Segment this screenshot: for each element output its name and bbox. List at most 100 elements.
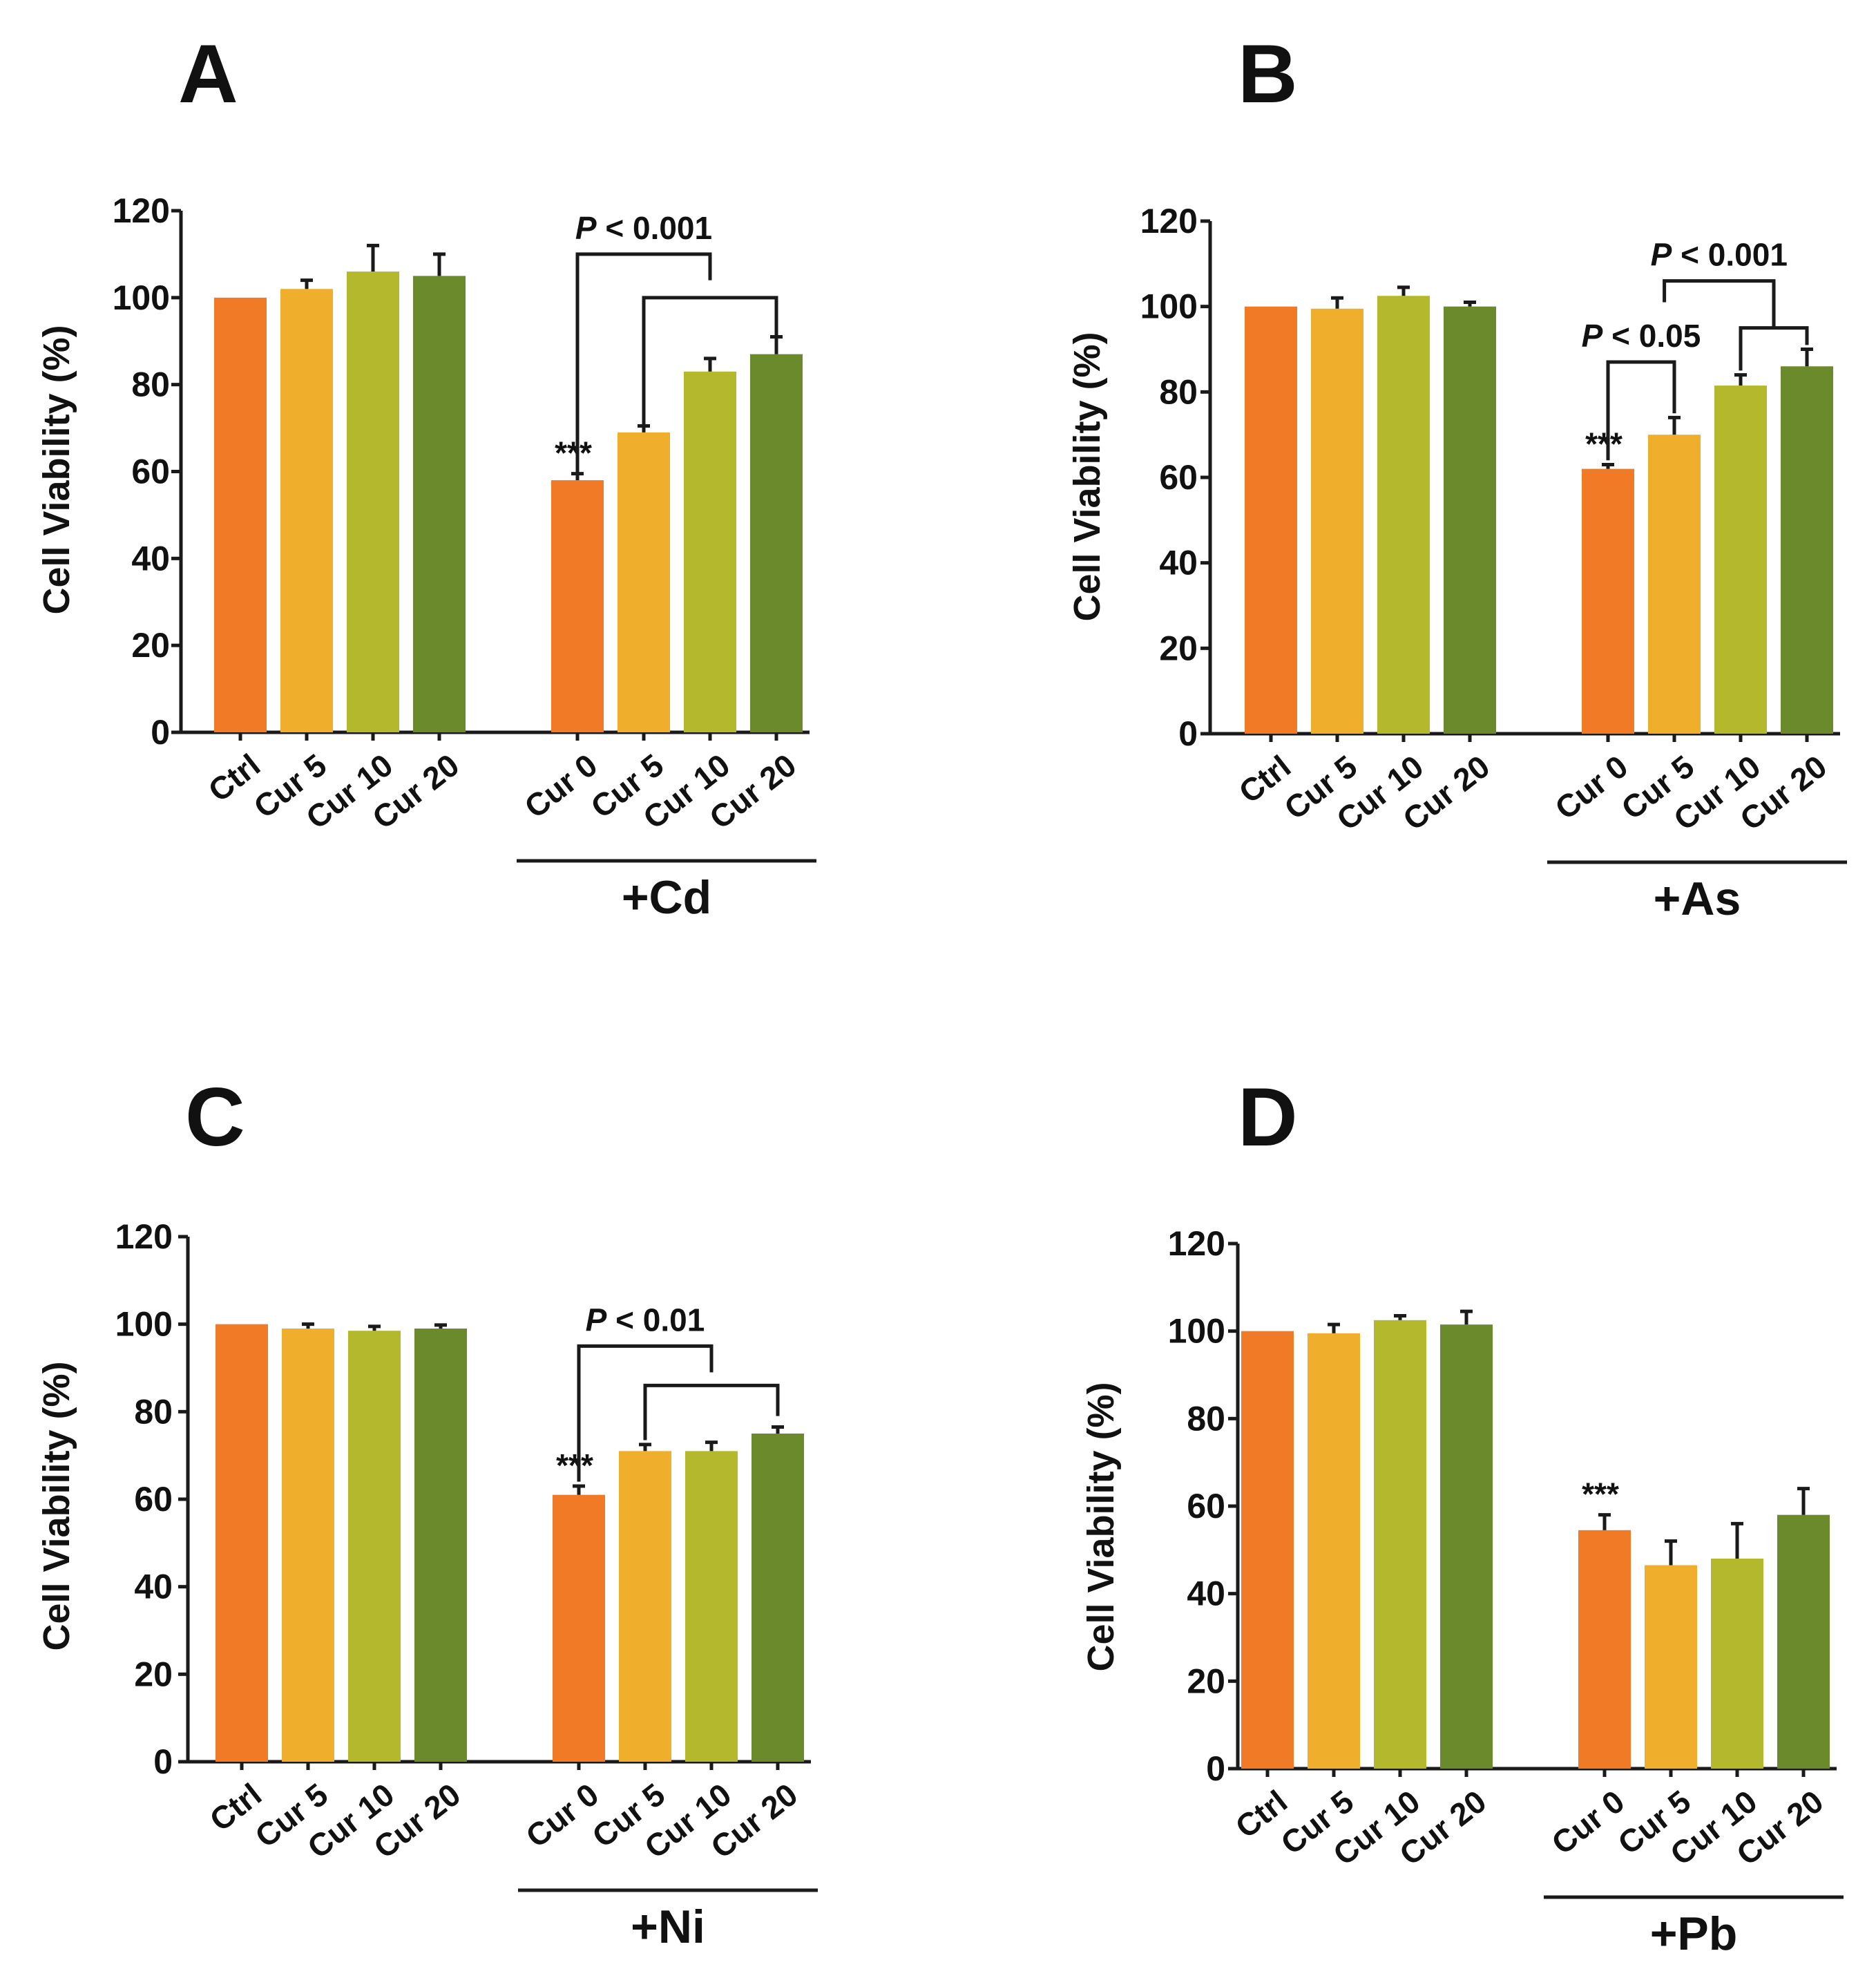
y-tick-label: 60 bbox=[134, 1480, 173, 1519]
bar bbox=[1444, 306, 1496, 734]
bar bbox=[1440, 1324, 1493, 1769]
y-tick-label: 40 bbox=[131, 539, 170, 578]
y-tick-label: 60 bbox=[1187, 1487, 1225, 1525]
bar bbox=[1311, 308, 1363, 734]
bar bbox=[1711, 1559, 1763, 1769]
significance-bracket bbox=[642, 296, 778, 426]
y-tick-label: 40 bbox=[1159, 544, 1198, 582]
bar bbox=[685, 1451, 738, 1762]
bar bbox=[348, 1331, 401, 1762]
bar bbox=[1245, 306, 1297, 734]
bar bbox=[1374, 1320, 1426, 1769]
panel-letter-b: B bbox=[1238, 28, 1298, 120]
panel-letter-d: D bbox=[1238, 1071, 1298, 1163]
bar bbox=[214, 297, 267, 732]
y-tick-label: 20 bbox=[134, 1655, 173, 1693]
y-tick-label: 60 bbox=[131, 453, 170, 491]
y-axis-label-a: Cell Viability (%) bbox=[36, 325, 77, 614]
y-tick-label: 40 bbox=[1187, 1575, 1225, 1613]
y-tick-label: 20 bbox=[1159, 629, 1198, 667]
y-axis-label-d: Cell Viability (%) bbox=[1080, 1382, 1122, 1671]
group-label: +Ni bbox=[631, 1901, 705, 1953]
y-tick-label: 100 bbox=[115, 1305, 173, 1344]
y-tick-label: 0 bbox=[1206, 1749, 1225, 1788]
x-tick-label: Cur 0 bbox=[519, 1776, 605, 1854]
bar bbox=[216, 1324, 268, 1762]
panel-b: B Cell Viability (%) 020406080100120Ctrl… bbox=[1066, 28, 1847, 925]
y-tick-label: 80 bbox=[134, 1392, 173, 1431]
y-tick-label: 80 bbox=[1159, 372, 1198, 411]
y-tick-label: 100 bbox=[1168, 1312, 1225, 1351]
bar bbox=[752, 1434, 804, 1762]
bar bbox=[619, 1451, 671, 1762]
y-tick-label: 120 bbox=[115, 1217, 173, 1256]
bar bbox=[1645, 1565, 1697, 1769]
y-tick-label: 0 bbox=[151, 713, 170, 752]
bar bbox=[553, 1494, 605, 1762]
significance-bracket bbox=[575, 252, 712, 474]
bar bbox=[551, 480, 604, 732]
y-tick-label: 120 bbox=[113, 191, 170, 230]
significance-bracket bbox=[1663, 279, 1776, 328]
significance-label: P < 0.01 bbox=[586, 1302, 705, 1338]
x-tick-label: Cur 0 bbox=[517, 747, 604, 825]
bar bbox=[1241, 1331, 1294, 1769]
significance-label: P < 0.05 bbox=[1582, 318, 1701, 354]
bar bbox=[1582, 468, 1634, 734]
y-tick-label: 40 bbox=[134, 1568, 173, 1606]
bar bbox=[750, 354, 803, 732]
y-tick-label: 60 bbox=[1159, 458, 1198, 497]
bar bbox=[1578, 1530, 1631, 1769]
y-axis-label-b: Cell Viability (%) bbox=[1066, 332, 1108, 621]
bar bbox=[1714, 386, 1767, 734]
group-label: +Cd bbox=[622, 871, 711, 924]
y-tick-label: 20 bbox=[131, 626, 170, 665]
significance-bracket bbox=[577, 1344, 714, 1482]
bar bbox=[1308, 1333, 1360, 1769]
bar bbox=[282, 1329, 334, 1762]
panel-a: A Cell Viability (%) 020406080100120Ctrl… bbox=[36, 28, 816, 924]
y-tick-label: 100 bbox=[1140, 287, 1198, 326]
y-tick-label: 0 bbox=[153, 1742, 173, 1781]
y-axis-label-c: Cell Viability (%) bbox=[36, 1361, 77, 1651]
y-tick-label: 120 bbox=[1140, 202, 1198, 240]
panel-d: D Cell Viability (%) 020406080100120Ctrl… bbox=[1080, 1071, 1844, 1960]
significance-stars: *** bbox=[555, 435, 592, 471]
y-tick-label: 80 bbox=[1187, 1399, 1225, 1438]
significance-stars: *** bbox=[1585, 426, 1623, 462]
significance-label: P < 0.001 bbox=[575, 210, 712, 246]
bar bbox=[280, 289, 333, 732]
bar bbox=[1777, 1514, 1830, 1769]
y-tick-label: 0 bbox=[1178, 714, 1198, 753]
bar bbox=[1377, 296, 1430, 734]
x-tick-label: Cur 0 bbox=[1544, 1783, 1631, 1861]
y-tick-label: 20 bbox=[1187, 1662, 1225, 1700]
bar bbox=[1781, 366, 1833, 734]
bar bbox=[1648, 435, 1701, 734]
bar bbox=[347, 272, 399, 732]
significance-stars: *** bbox=[556, 1447, 593, 1483]
bar bbox=[684, 371, 736, 732]
panel-c: C Cell Viability (%) 020406080100120Ctrl… bbox=[36, 1071, 818, 1953]
x-tick-label: Cur 0 bbox=[1548, 748, 1634, 826]
group-label: +As bbox=[1654, 873, 1741, 925]
y-tick-label: 80 bbox=[131, 365, 170, 404]
panel-letter-a: A bbox=[178, 28, 238, 120]
significance-label: P < 0.001 bbox=[1651, 237, 1788, 273]
bar bbox=[618, 432, 670, 732]
bar bbox=[413, 276, 466, 732]
significance-stars: *** bbox=[1582, 1476, 1619, 1512]
significance-bracket bbox=[643, 1383, 780, 1440]
panel-letter-c: C bbox=[185, 1071, 245, 1163]
significance-bracket bbox=[1739, 326, 1809, 371]
y-tick-label: 120 bbox=[1168, 1224, 1225, 1263]
group-label: +Pb bbox=[1650, 1908, 1738, 1960]
y-tick-label: 100 bbox=[113, 278, 170, 317]
significance-bracket bbox=[1606, 360, 1676, 461]
bar bbox=[414, 1329, 467, 1762]
